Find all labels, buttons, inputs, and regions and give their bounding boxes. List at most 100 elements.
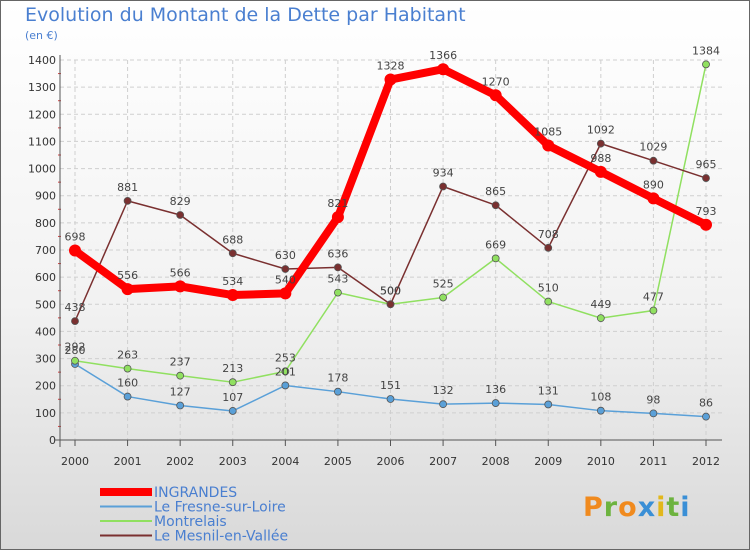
- y-tick-label: 100: [35, 407, 56, 420]
- data-point-ingrandes: [647, 192, 660, 205]
- data-label-le-fresne-sur-loire: 131: [538, 384, 559, 397]
- data-point-ingrandes: [594, 165, 607, 178]
- data-point-le-mesnil-en-vall-e: [176, 211, 185, 219]
- y-tick-label: 800: [35, 217, 56, 230]
- data-label-le-mesnil-en-vall-e: 934: [433, 166, 454, 179]
- data-point-le-mesnil-en-vall-e: [71, 317, 79, 326]
- data-point-le-fresne-sur-loire: [123, 392, 132, 401]
- data-label-ingrandes: 1328: [377, 60, 405, 73]
- data-point-le-mesnil-en-vall-e: [334, 263, 342, 272]
- data-point-montrelais: [702, 60, 710, 69]
- chart-title: Evolution du Montant de la Dette par Hab…: [25, 4, 466, 26]
- data-point-montrelais: [649, 306, 658, 315]
- data-label-montrelais: 1384: [692, 44, 720, 57]
- x-tick-label: 2009: [534, 455, 562, 468]
- data-point-ingrandes: [437, 63, 450, 76]
- data-point-ingrandes: [69, 244, 81, 257]
- data-label-ingrandes: 821: [327, 197, 348, 210]
- logo-letter: x: [637, 492, 657, 523]
- data-point-montrelais: [176, 371, 185, 380]
- data-label-ingrandes: 1085: [534, 126, 562, 139]
- data-point-montrelais: [491, 254, 500, 263]
- data-label-montrelais: 449: [590, 298, 611, 311]
- data-label-le-fresne-sur-loire: 86: [699, 397, 713, 410]
- data-point-ingrandes: [384, 73, 397, 86]
- x-tick-label: 2001: [114, 455, 142, 468]
- data-point-montrelais: [334, 288, 342, 297]
- y-tick-label: 1300: [28, 81, 56, 94]
- data-label-ingrandes: 793: [696, 205, 717, 218]
- data-point-le-mesnil-en-vall-e: [281, 265, 290, 273]
- data-label-le-fresne-sur-loire: 107: [222, 391, 243, 404]
- data-point-le-fresne-sur-loire: [649, 409, 658, 418]
- data-point-le-mesnil-en-vall-e: [386, 300, 395, 309]
- x-tick-label: 2004: [271, 455, 299, 468]
- data-label-le-fresne-sur-loire: 98: [646, 393, 660, 406]
- data-label-le-mesnil-en-vall-e: 881: [117, 181, 138, 194]
- data-label-le-mesnil-en-vall-e: 438: [65, 301, 86, 314]
- data-point-ingrandes: [279, 287, 292, 300]
- data-point-montrelais: [71, 356, 79, 365]
- x-tick-label: 2007: [429, 455, 457, 468]
- data-label-le-fresne-sur-loire: 136: [485, 383, 506, 396]
- data-point-ingrandes: [542, 139, 555, 152]
- y-tick-label: 1200: [28, 108, 56, 121]
- data-point-ingrandes: [174, 280, 187, 293]
- data-point-ingrandes: [331, 211, 344, 224]
- data-point-le-mesnil-en-vall-e: [123, 196, 132, 205]
- y-tick-label: 1000: [28, 163, 56, 176]
- data-label-montrelais: 237: [170, 356, 191, 369]
- data-label-le-mesnil-en-vall-e: 829: [170, 195, 191, 208]
- data-point-le-mesnil-en-vall-e: [439, 182, 447, 191]
- proxiti-logo: Proxiti: [583, 492, 691, 523]
- data-point-le-fresne-sur-loire: [176, 401, 185, 410]
- data-label-le-mesnil-en-vall-e: 1092: [587, 124, 615, 137]
- data-label-montrelais: 543: [327, 273, 348, 286]
- data-point-le-fresne-sur-loire: [491, 399, 500, 407]
- data-label-le-fresne-sur-loire: 201: [275, 365, 296, 378]
- data-label-montrelais: 263: [117, 349, 138, 362]
- data-label-montrelais: 525: [433, 278, 454, 291]
- data-label-le-fresne-sur-loire: 127: [170, 386, 191, 399]
- x-tick-label: 2011: [639, 455, 667, 468]
- x-tick-label: 2002: [166, 455, 194, 468]
- data-point-le-mesnil-en-vall-e: [491, 201, 500, 210]
- data-label-ingrandes: 1366: [429, 49, 457, 62]
- data-label-ingrandes: 698: [65, 231, 86, 244]
- logo-letter: r: [603, 492, 619, 523]
- y-tick-label: 400: [35, 325, 56, 338]
- data-point-le-fresne-sur-loire: [228, 407, 237, 415]
- data-point-le-fresne-sur-loire: [544, 400, 553, 409]
- data-point-ingrandes: [489, 89, 502, 102]
- data-point-le-mesnil-en-vall-e: [702, 174, 710, 182]
- data-label-le-mesnil-en-vall-e: 1029: [639, 141, 667, 154]
- data-point-le-fresne-sur-loire: [334, 387, 342, 396]
- data-label-le-mesnil-en-vall-e: 630: [275, 249, 296, 262]
- data-point-montrelais: [123, 364, 132, 373]
- data-point-montrelais: [228, 378, 237, 387]
- chart-subtitle: (en €): [25, 29, 58, 42]
- data-label-ingrandes: 988: [590, 152, 611, 165]
- x-tick-label: 2006: [377, 455, 405, 468]
- x-tick-label: 2008: [482, 455, 510, 468]
- x-tick-label: 2005: [324, 455, 352, 468]
- logo-letter: i: [680, 492, 691, 523]
- data-label-le-fresne-sur-loire: 151: [380, 379, 401, 392]
- logo-letter: P: [583, 492, 604, 523]
- x-tick-label: 2000: [61, 455, 89, 468]
- x-tick-label: 2010: [587, 455, 615, 468]
- data-label-le-fresne-sur-loire: 280: [65, 344, 86, 357]
- data-label-montrelais: 500: [380, 284, 401, 297]
- legend-label: Montrelais: [154, 514, 227, 530]
- data-label-montrelais: 669: [485, 238, 506, 251]
- data-label-le-mesnil-en-vall-e: 636: [327, 247, 348, 260]
- data-label-ingrandes: 540: [275, 273, 296, 286]
- data-point-le-fresne-sur-loire: [596, 406, 605, 415]
- data-label-le-mesnil-en-vall-e: 865: [485, 185, 506, 198]
- data-point-montrelais: [596, 314, 605, 323]
- logo-letter: o: [618, 492, 638, 523]
- logo-letter: i: [656, 492, 667, 523]
- data-point-le-mesnil-en-vall-e: [596, 139, 605, 148]
- data-label-le-fresne-sur-loire: 132: [433, 384, 454, 397]
